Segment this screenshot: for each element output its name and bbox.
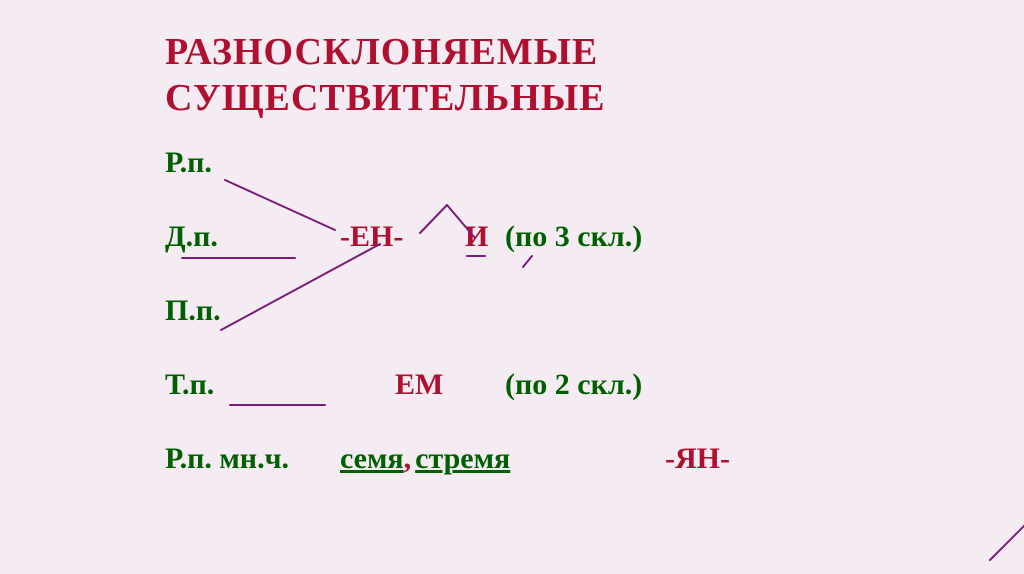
case-tp: Т.п. (165, 368, 214, 402)
example-words: семя, стремя (340, 442, 510, 476)
row-dp: Д.п. -ЕН- И (по 3 скл.) (165, 220, 1024, 294)
word-semya: семя (340, 442, 404, 475)
ending-i: И (465, 220, 488, 254)
row-pp: П.п. (165, 294, 1024, 368)
note-skl2: (по 2 скл.) (505, 368, 642, 402)
case-rp-plural: Р.п. мн.ч. (165, 442, 289, 476)
title-line-2: СУЩЕСТВИТЕЛЬНЫЕ (165, 76, 1024, 122)
row-rp-plural: Р.п. мн.ч. семя, стремя -ЯН- (165, 442, 1024, 516)
case-rp: Р.п. (165, 146, 212, 180)
word-comma: , (404, 442, 412, 475)
row-rp: Р.п. (165, 146, 1024, 220)
title-line-1: РАЗНОСКЛОНЯЕМЫЕ (165, 30, 1024, 76)
suffix-en: -ЕН- (340, 220, 403, 254)
suffix-yan: -ЯН- (665, 442, 730, 476)
case-pp: П.п. (165, 294, 221, 328)
note-skl3: (по 3 скл.) (505, 220, 642, 254)
cases-block: Р.п. Д.п. -ЕН- И (по 3 скл.) П.п. Т.п. Е… (165, 146, 1024, 516)
word-stremya: стремя (415, 442, 510, 475)
slide-title: РАЗНОСКЛОНЯЕМЫЕ СУЩЕСТВИТЕЛЬНЫЕ (165, 30, 1024, 121)
suffix-em: ЕМ (395, 368, 443, 402)
case-dp: Д.п. (165, 220, 218, 254)
row-tp: Т.п. ЕМ (по 2 скл.) (165, 368, 1024, 442)
